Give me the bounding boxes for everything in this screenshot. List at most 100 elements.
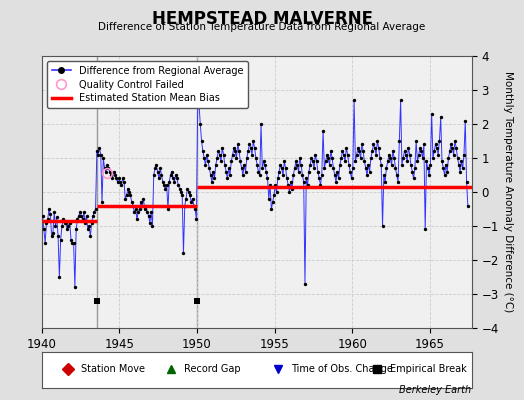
Point	[223, 175, 232, 182]
Point	[42, 219, 51, 226]
Point	[381, 178, 389, 185]
Point	[108, 175, 116, 182]
Point	[397, 97, 405, 103]
Point	[192, 216, 201, 222]
Point	[200, 155, 209, 161]
Point	[74, 212, 83, 219]
Point	[440, 172, 449, 178]
Point	[420, 141, 428, 148]
Point	[329, 165, 337, 171]
Point	[438, 158, 446, 165]
Point	[170, 178, 179, 185]
Point	[387, 162, 396, 168]
Point	[332, 178, 340, 185]
Point	[38, 212, 47, 219]
Point	[462, 178, 471, 185]
Point	[95, 144, 104, 151]
Point	[215, 151, 224, 158]
Text: Record Gap: Record Gap	[184, 364, 241, 374]
Point	[257, 121, 265, 127]
Point	[293, 162, 301, 168]
Point	[66, 219, 74, 226]
Point	[341, 158, 349, 165]
Point	[98, 199, 106, 205]
Point	[309, 158, 317, 165]
Point	[408, 168, 417, 175]
Point	[154, 168, 162, 175]
Point	[282, 175, 291, 182]
Point	[101, 165, 109, 171]
Point	[236, 158, 245, 165]
Point	[367, 155, 375, 161]
Point	[45, 206, 53, 212]
Point	[190, 202, 198, 209]
Point	[361, 158, 369, 165]
Point	[80, 209, 88, 216]
Point	[314, 168, 322, 175]
Text: Time of Obs. Change: Time of Obs. Change	[291, 364, 393, 374]
Point	[363, 172, 371, 178]
Point	[315, 175, 323, 182]
Point	[323, 151, 331, 158]
Point	[135, 206, 144, 212]
Text: Difference of Station Temperature Data from Regional Average: Difference of Station Temperature Data f…	[99, 22, 425, 32]
Point	[347, 175, 356, 182]
Point	[123, 192, 131, 198]
Point	[221, 162, 229, 168]
Point	[439, 165, 447, 171]
Point	[375, 144, 383, 151]
Point	[125, 189, 134, 195]
Point	[220, 151, 228, 158]
Point	[345, 162, 353, 168]
Point	[266, 182, 274, 188]
Point	[91, 206, 100, 212]
Point	[351, 158, 359, 165]
Point	[294, 168, 303, 175]
Point	[406, 151, 414, 158]
Point	[107, 172, 115, 178]
Point	[93, 148, 101, 154]
Point	[149, 172, 158, 178]
Point	[174, 182, 182, 188]
Legend: Difference from Regional Average, Quality Control Failed, Estimated Station Mean: Difference from Regional Average, Qualit…	[47, 61, 248, 108]
Point	[242, 168, 250, 175]
Point	[117, 182, 126, 188]
Point	[106, 168, 114, 175]
Point	[130, 209, 138, 216]
Point	[151, 165, 159, 171]
Point	[423, 165, 432, 171]
Point	[213, 155, 221, 161]
Point	[212, 162, 220, 168]
Point	[152, 162, 160, 168]
Point	[155, 175, 163, 182]
Point	[452, 144, 461, 151]
Point	[185, 192, 194, 198]
Point	[55, 274, 63, 280]
Point	[353, 151, 361, 158]
Point	[72, 226, 80, 232]
Point	[126, 192, 135, 198]
Point	[204, 158, 212, 165]
Text: Empirical Break: Empirical Break	[390, 364, 467, 374]
Point	[165, 178, 173, 185]
Point	[57, 236, 65, 243]
Point	[417, 148, 425, 154]
Point	[325, 162, 334, 168]
Point	[210, 175, 219, 182]
Point	[301, 281, 309, 287]
Point	[120, 178, 128, 185]
Point	[183, 185, 192, 192]
Point	[261, 162, 269, 168]
Point	[89, 212, 97, 219]
Point	[412, 138, 420, 144]
Point	[461, 117, 470, 124]
Point	[321, 158, 330, 165]
Point	[304, 168, 313, 175]
Point	[85, 223, 93, 229]
Point	[300, 178, 308, 185]
Point	[113, 178, 122, 185]
Point	[285, 189, 293, 195]
Point	[224, 165, 233, 171]
Point	[434, 151, 442, 158]
Point	[320, 165, 329, 171]
